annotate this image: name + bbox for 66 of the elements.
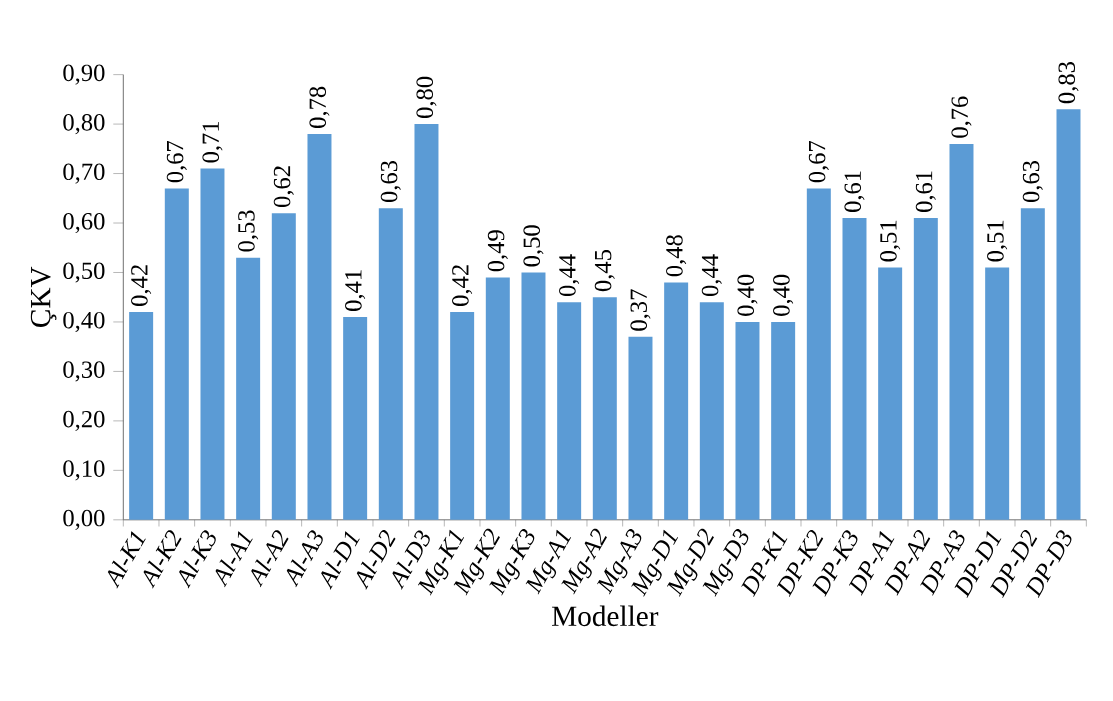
- bar: [771, 321, 796, 520]
- y-tick-label: 0,10: [63, 460, 105, 481]
- y-tick-label: 0,40: [63, 311, 105, 332]
- data-label: 0,76: [951, 96, 972, 138]
- data-label: 0,48: [666, 235, 687, 277]
- y-tick-label: 0,70: [63, 163, 105, 184]
- bar: [307, 133, 332, 520]
- bar: [557, 302, 582, 520]
- bar: [343, 316, 368, 520]
- bar: [485, 277, 510, 520]
- bar: [664, 282, 689, 520]
- data-label: 0,40: [773, 274, 794, 316]
- data-label: 0,63: [1022, 160, 1043, 203]
- bar: [1020, 208, 1045, 520]
- bar: [878, 267, 903, 520]
- data-label: 0,51: [880, 220, 901, 262]
- y-tick-label: 0,20: [63, 410, 105, 431]
- bar: [200, 168, 225, 520]
- bar: [129, 312, 154, 520]
- data-label: 0,83: [1058, 62, 1079, 104]
- data-label: 0,44: [559, 254, 580, 297]
- bar: [735, 321, 760, 520]
- bar: [521, 272, 546, 520]
- data-label: 0,37: [630, 289, 651, 331]
- y-tick-label: 0,60: [63, 212, 105, 234]
- bar: [842, 218, 867, 520]
- bar: [1056, 109, 1081, 520]
- data-label: 0,41: [345, 270, 366, 311]
- bar: [450, 312, 475, 520]
- bar: [913, 218, 938, 520]
- data-label: 0,51: [987, 220, 1008, 262]
- y-tick-label: 0,50: [63, 262, 105, 283]
- bar: [592, 297, 617, 520]
- bar: [985, 267, 1010, 520]
- bar: [628, 336, 653, 520]
- bar: [414, 124, 439, 520]
- data-label: 0,80: [416, 76, 437, 118]
- data-label: 0,40: [737, 274, 758, 316]
- data-label: 0,62: [273, 166, 294, 208]
- bar: [806, 188, 831, 520]
- bar: [236, 257, 261, 520]
- bar: [949, 143, 974, 520]
- data-label: 0,49: [487, 230, 508, 272]
- data-label: 0,71: [202, 121, 223, 163]
- data-label: 0,63: [380, 160, 401, 203]
- data-label: 0,42: [452, 265, 473, 306]
- y-tick-label: 0,00: [63, 509, 105, 530]
- data-label: 0,78: [309, 86, 330, 128]
- data-label: 0,61: [844, 171, 865, 212]
- bar: [164, 188, 189, 520]
- data-label: 0,42: [131, 265, 152, 306]
- data-label: 0,67: [166, 140, 187, 183]
- bar: [378, 208, 403, 520]
- data-label: 0,53: [238, 210, 259, 252]
- bar: [271, 213, 296, 520]
- data-label: 0,44: [701, 254, 722, 297]
- y-tick-label: 0,80: [63, 113, 105, 135]
- data-label: 0,50: [523, 225, 544, 267]
- bar: [699, 302, 724, 520]
- y-tick-label: 0,90: [63, 64, 105, 85]
- y-tick-label: 0,30: [63, 361, 105, 382]
- data-label: 0,67: [808, 140, 829, 183]
- data-label: 0,61: [915, 171, 936, 212]
- data-label: 0,45: [594, 249, 615, 292]
- y-axis-title: ÇKV: [30, 266, 57, 327]
- x-axis-title: Modeller: [552, 605, 659, 627]
